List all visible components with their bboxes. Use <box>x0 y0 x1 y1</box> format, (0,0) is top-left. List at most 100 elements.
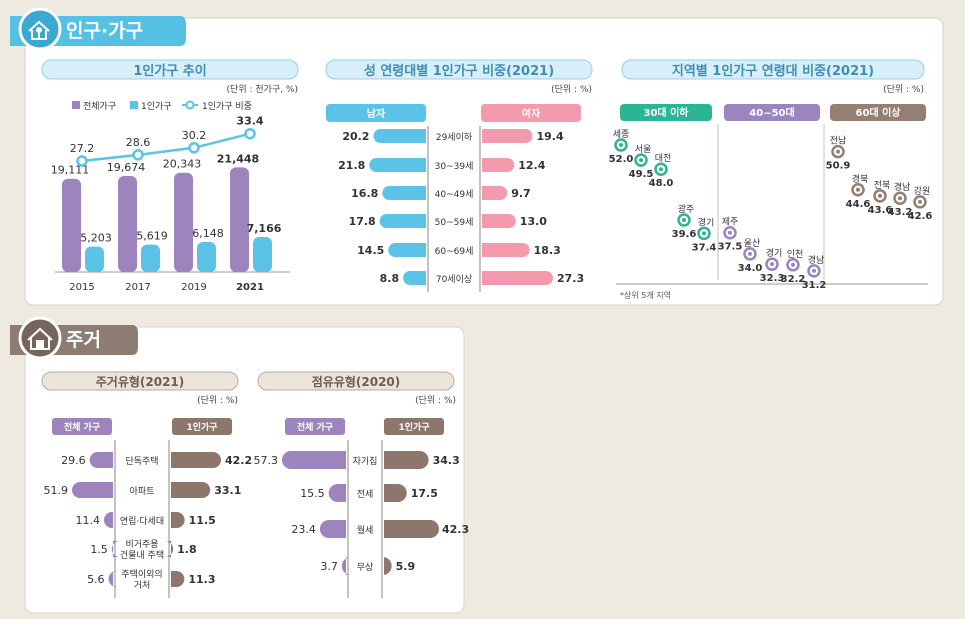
bar-single-2019 <box>197 241 216 272</box>
bar-tenure-single-1 <box>384 484 407 502</box>
region-header-2 <box>830 104 926 121</box>
region-value-1-1: 34.0 <box>738 263 763 274</box>
label-female-4: 18.3 <box>534 244 561 257</box>
label-total-2015: 19,111 <box>51 164 90 177</box>
label-house-single-1: 33.1 <box>214 484 241 497</box>
label-house-total-4: 5.6 <box>87 573 105 586</box>
bar-tenure-total-2 <box>319 520 346 538</box>
bar-male-0 <box>373 129 426 143</box>
housetype-header-single <box>172 418 232 435</box>
region-value-2-0: 50.9 <box>826 161 851 172</box>
region-name-1-1: 울산 <box>744 238 761 249</box>
house-category-3-0: 비거주용 <box>125 539 158 550</box>
bar-house-single-4 <box>171 571 185 587</box>
tick-label-2019: 2019 <box>181 282 206 293</box>
share-label-2019: 30.2 <box>182 129 207 142</box>
bar-house-single-3 <box>165 541 174 557</box>
section-title-housing: 주거 <box>66 329 101 351</box>
house-category-2-0: 연립·다세대 <box>120 516 164 527</box>
housetype-header-total <box>52 418 112 435</box>
bar-single-2015 <box>85 246 104 272</box>
category-label-5: 70세이상 <box>436 274 472 285</box>
region-header-1 <box>724 104 820 121</box>
region-point-core-1-1 <box>748 251 752 256</box>
label-single-2017: 5,619 <box>136 230 168 243</box>
label-female-3: 13.0 <box>520 215 547 228</box>
sexage-chart-unit: (단위 : %) <box>551 84 592 95</box>
legend-label-single: 1인가구 <box>141 101 172 112</box>
bar-male-5 <box>403 271 426 285</box>
house-category-1-0: 아파트 <box>130 486 155 497</box>
tenure-header-single <box>384 418 444 435</box>
sexage-header-female <box>481 104 581 122</box>
label-house-single-2: 11.5 <box>189 514 216 527</box>
tenure-category-0: 자기집 <box>353 455 378 467</box>
label-house-single-4: 11.3 <box>188 573 215 586</box>
legend-swatch-single <box>130 101 138 109</box>
bar-house-total-1 <box>71 482 113 498</box>
region-point-core-2-2 <box>878 193 882 198</box>
housetype-marks: 29.6 42.2 단독주택 51.9 33.1 아파트 11.4 11.5 연립·다세대 1.5… <box>43 452 252 591</box>
bar-male-3 <box>379 214 426 228</box>
region-name-0-4: 경기 <box>698 216 715 228</box>
tenure-chart-title: 점유유형(2020) <box>312 374 401 389</box>
tenure-marks: 57.3 34.3 자기집 15.5 17.5 전세 23.4 42.3 월세 3.7 5.9 무상 <box>254 451 469 575</box>
region-name-1-2: 경기 <box>766 247 783 259</box>
housetype-chart-unit: (단위 : %) <box>197 395 238 406</box>
sexage-header-female-label: 여자 <box>522 107 541 120</box>
region-name-2-2: 전북 <box>874 180 891 191</box>
tick-label-2021: 2021 <box>236 282 264 293</box>
legend-marker-share <box>185 100 195 110</box>
region-chart-title: 지역별 1인가구 연령대 비중(2021) <box>672 63 874 79</box>
region-point-core-1-4 <box>812 268 816 273</box>
tenure-category-1: 전세 <box>357 489 374 500</box>
region-value-2-2: 43.6 <box>868 205 893 216</box>
region-header-label-2: 60대 이상 <box>856 106 902 119</box>
tenure-header-single-label: 1인가구 <box>398 421 429 433</box>
house-category-3-1: 건물내 주택 <box>120 550 164 561</box>
region-point-core-1-3 <box>791 262 795 267</box>
region-point-core-2-1 <box>856 187 860 192</box>
bar-tenure-single-3 <box>382 557 392 575</box>
region-name-2-4: 강원 <box>914 186 931 197</box>
region-note: *상위 5개 지역 <box>620 290 671 300</box>
bar-female-3 <box>482 214 516 228</box>
trend-legend: 전체가구 1인가구 1인가구 비중 <box>72 100 252 112</box>
region-marks: 30대 이하세종52.0서울49.5대전48.0광주39.6경기37.440~5… <box>609 104 933 291</box>
sexage-header-male <box>326 104 426 122</box>
trend-chart-unit: (단위 : 천가구, %) <box>227 84 298 95</box>
bar-house-total-2 <box>103 512 113 528</box>
tenure-header-total-label: 전체 가구 <box>297 421 333 433</box>
bar-tenure-total-1 <box>328 484 346 502</box>
share-point-2017 <box>132 149 144 161</box>
region-point-core-2-4 <box>918 199 922 204</box>
bar-house-total-4 <box>108 571 117 587</box>
housetype-header-single-label: 1인가구 <box>186 421 217 433</box>
category-label-2: 40~49세 <box>435 189 474 200</box>
region-name-0-3: 광주 <box>678 203 695 215</box>
region-value-2-4: 42.6 <box>908 211 933 222</box>
bar-house-total-0 <box>89 452 113 468</box>
category-label-3: 50~59세 <box>435 217 474 228</box>
label-tenure-single-2: 42.3 <box>442 523 469 536</box>
house-icon <box>27 327 53 350</box>
bar-house-single-1 <box>171 482 211 498</box>
bar-male-2 <box>382 186 426 201</box>
region-header-label-0: 30대 이하 <box>644 106 690 119</box>
label-house-single-0: 42.2 <box>225 454 252 467</box>
label-total-2021: 21,448 <box>217 152 259 165</box>
region-point-core-0-4 <box>702 231 706 236</box>
region-value-2-3: 43.2 <box>888 207 913 218</box>
label-tenure-total-1: 15.5 <box>300 487 325 500</box>
bar-female-2 <box>482 186 508 201</box>
region-name-2-0: 전남 <box>830 136 847 147</box>
share-point-2021 <box>244 127 256 140</box>
label-house-total-2: 11.4 <box>75 514 100 527</box>
label-tenure-total-3: 3.7 <box>320 560 338 573</box>
region-point-core-2-3 <box>898 196 902 201</box>
house-category-0-0: 단독주택 <box>125 456 158 467</box>
label-tenure-single-3: 5.9 <box>396 560 416 573</box>
region-name-1-3: 인천 <box>787 249 804 260</box>
label-tenure-total-2: 23.4 <box>291 523 316 536</box>
